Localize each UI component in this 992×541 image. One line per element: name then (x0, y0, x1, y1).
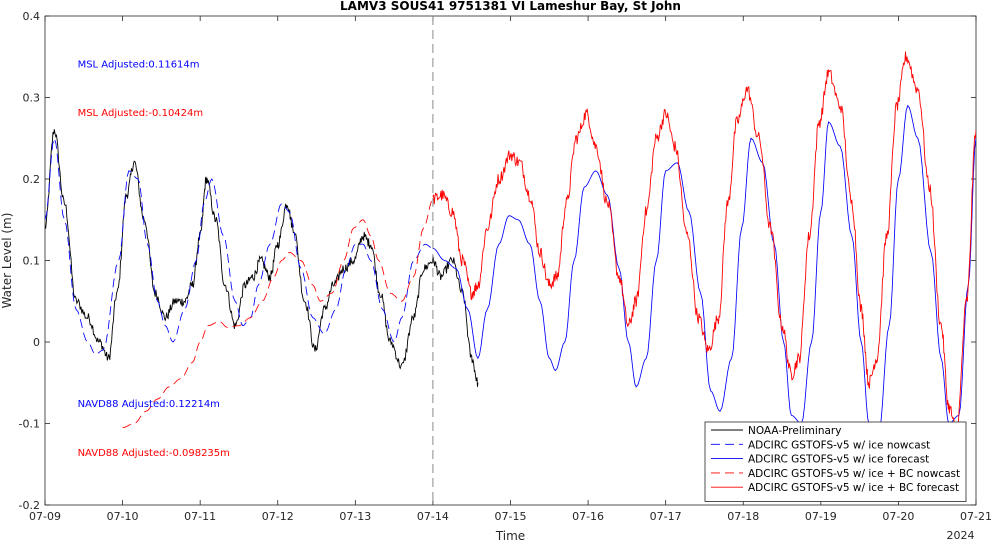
y-tick-label: 0.1 (23, 255, 41, 268)
legend-label: ADCIRC GSTOFS-v5 w/ ice nowcast (748, 439, 930, 451)
x-tick-label: 07-13 (339, 510, 371, 523)
legend-label: ADCIRC GSTOFS-v5 w/ ice + BC forecast (748, 482, 959, 494)
series-lines (45, 51, 976, 437)
x-tick-label: 07-12 (262, 510, 294, 523)
axis-ticks: 07-09 07-10 07-11 07-12 07-13 07-14 07-15 07-16… (19, 10, 992, 523)
series-line-3 (432, 104, 976, 433)
x-tick-label: 07-18 (727, 510, 759, 523)
x-tick-label: 07-20 (882, 510, 914, 523)
legend-label: ADCIRC GSTOFS-v5 w/ ice + BC nowcast (748, 468, 960, 480)
series-line-5 (432, 51, 976, 437)
annotation-label: MSL Adjusted:-0.10424m (78, 108, 204, 119)
series-line-4 (122, 199, 434, 428)
series-line-2 (45, 136, 434, 355)
legend: NOAA-Preliminary ADCIRC GSTOFS-v5 w/ ice … (704, 421, 967, 502)
y-axis-label: Water Level (m) (0, 213, 14, 309)
y-tick-label: 0.4 (23, 10, 41, 23)
annotations: MSL Adjusted:0.11614m MSL Adjusted:-0.104… (78, 59, 230, 459)
chart-title: LAMV3 SOUS41 9751381 VI Lameshur Bay, St… (340, 0, 681, 13)
legend-label: NOAA-Preliminary (748, 425, 841, 437)
legend-items: NOAA-Preliminary ADCIRC GSTOFS-v5 w/ ice … (711, 425, 960, 494)
y-tick-label: 0.2 (23, 173, 41, 186)
annotation-label: NAVD88 Adjusted:0.12214m (78, 399, 220, 410)
x-tick-label: 07-21 (960, 510, 992, 523)
x-tick-label: 07-11 (184, 510, 216, 523)
legend-label: ADCIRC GSTOFS-v5 w/ ice forecast (748, 454, 929, 466)
annotation-label: MSL Adjusted:0.11614m (78, 59, 200, 70)
y-tick-label: 0 (33, 336, 40, 349)
x-year-label: 2024 (946, 529, 974, 541)
legend-box (704, 421, 967, 502)
x-tick-label: 07-15 (495, 510, 527, 523)
x-tick-label: 07-17 (650, 510, 682, 523)
x-axis-label: Time (495, 529, 525, 541)
x-tick-label: 07-14 (417, 510, 449, 523)
annotation-label: NAVD88 Adjusted:-0.098235m (78, 448, 230, 459)
x-tick-label: 07-16 (572, 510, 604, 523)
x-tick-label: 07-09 (29, 510, 61, 523)
y-tick-label: -0.1 (19, 418, 40, 431)
x-tick-label: 07-19 (805, 510, 837, 523)
x-tick-label: 07-10 (107, 510, 139, 523)
y-tick-label: -0.2 (19, 499, 40, 512)
y-tick-label: 0.3 (23, 92, 41, 105)
series-line-1 (45, 129, 479, 387)
